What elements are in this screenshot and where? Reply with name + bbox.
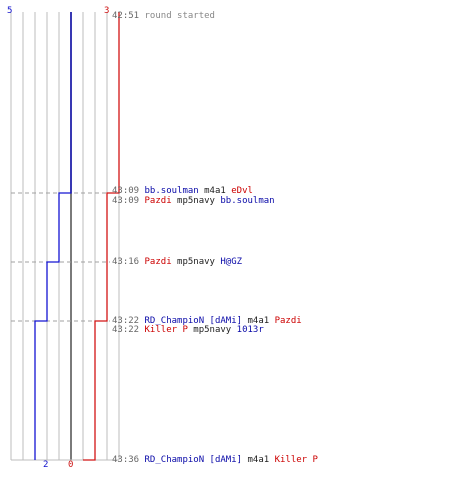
weapon-name: m4a1	[247, 455, 270, 465]
red-start-score: 3	[104, 6, 110, 16]
victim-name: bb.soulman	[220, 196, 275, 206]
blue-team-alive-line	[34, 12, 72, 460]
weapon-name: m4a1	[247, 316, 270, 326]
weapon-name: m4a1	[204, 186, 226, 196]
weapon-name: mp5navy	[177, 257, 215, 267]
event-time: 43:22	[112, 316, 140, 326]
event-row: 43:09 bb.soulman m4a1 eDvl	[112, 186, 253, 196]
killer-name: bb.soulman	[144, 186, 199, 196]
killer-name: Pazdi	[144, 257, 172, 267]
killer-name: Killer P	[144, 325, 188, 335]
blue-start-score: 5	[7, 6, 13, 16]
event-row: 43:16 Pazdi mp5navy H@GZ	[112, 257, 242, 267]
weapon-name: mp5navy	[193, 325, 232, 335]
red-end-score: 0	[68, 460, 74, 470]
weapon-name: mp5navy	[177, 196, 215, 206]
red-team-alive-line	[83, 12, 120, 461]
event-message: round started	[144, 11, 215, 21]
event-time: 43:22	[112, 325, 140, 335]
event-row: 43:36 RD_ChampioN [dAMi] m4a1 Killer P	[112, 455, 318, 465]
event-row: 42:51 round started	[112, 11, 215, 21]
victim-name: Killer P	[274, 455, 318, 465]
event-row: 43:22 RD_ChampioN [dAMi] m4a1 Pazdi	[112, 316, 302, 326]
killer-name: RD_ChampioN [dAMi]	[144, 455, 243, 465]
event-time: 43:09	[112, 186, 140, 196]
team-alive-series	[34, 11, 120, 461]
victim-name: 1013r	[236, 325, 264, 335]
victim-name: H@GZ	[220, 257, 243, 267]
event-row: 43:09 Pazdi mp5navy bb.soulman	[112, 196, 275, 206]
event-time: 43:09	[112, 196, 140, 206]
killer-name: Pazdi	[144, 196, 172, 206]
event-time: 43:36	[112, 455, 140, 465]
victim-name: Pazdi	[274, 316, 302, 326]
blue-end-score: 2	[43, 460, 49, 470]
killer-name: RD_ChampioN [dAMi]	[144, 316, 243, 326]
victim-name: eDvl	[231, 186, 253, 196]
event-time: 43:16	[112, 257, 140, 267]
event-row: 43:22 Killer P mp5navy 1013r	[112, 325, 264, 335]
event-time: 42:51	[112, 11, 140, 21]
